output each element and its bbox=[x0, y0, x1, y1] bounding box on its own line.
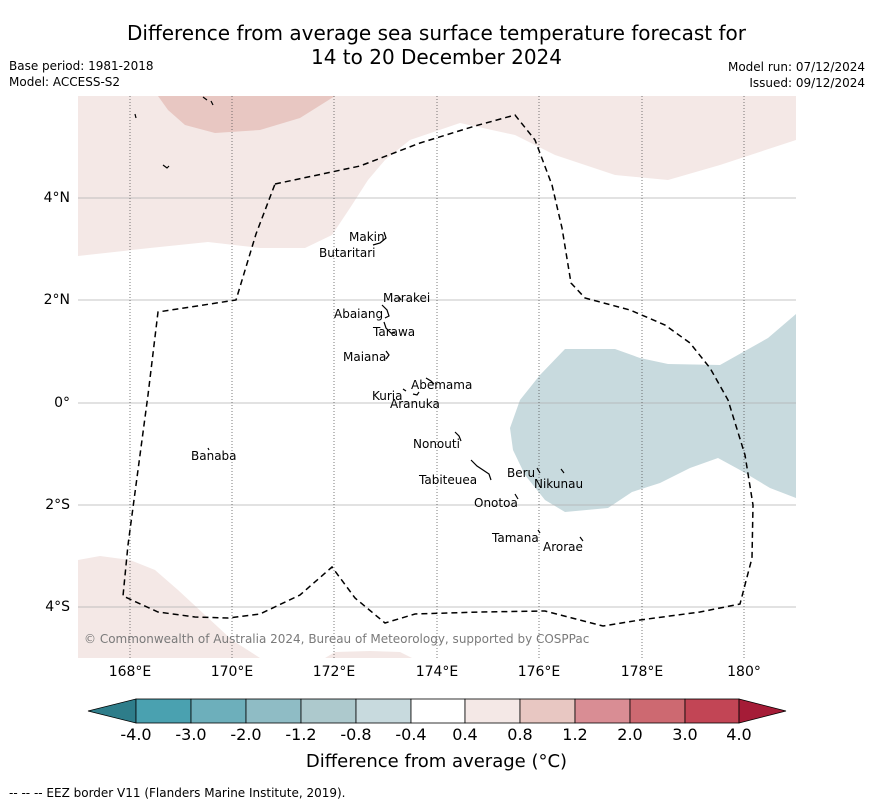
warm-anomaly-north-strong bbox=[158, 96, 335, 133]
meta-right: Model run: 07/12/2024 Issued: 09/12/2024 bbox=[728, 59, 865, 91]
lon-label-172e: 172°E bbox=[312, 664, 356, 680]
lat-label-4s: 4°S bbox=[45, 599, 70, 615]
base-period: Base period: 1981-2018 bbox=[9, 59, 154, 73]
island-label-kuria: Kuria bbox=[372, 389, 403, 403]
island-label-abaiang: Abaiang bbox=[334, 307, 383, 321]
island-label-arorae: Arorae bbox=[543, 540, 583, 554]
island-label-aranuka: Aranuka bbox=[390, 397, 440, 411]
model-name: Model: ACCESS-S2 bbox=[9, 75, 121, 89]
lon-label-180: 180° bbox=[727, 664, 761, 680]
island-label-banaba: Banaba bbox=[191, 449, 237, 463]
cool-anomaly-east bbox=[510, 314, 796, 512]
colorbar-tick-7: 0.4 bbox=[452, 725, 478, 744]
island-label-nonouti: Nonouti bbox=[413, 437, 460, 451]
colorbar-tick-3: -2.0 bbox=[230, 725, 262, 744]
colorbar-tick-2: -3.0 bbox=[175, 725, 207, 744]
warm-anomaly-south-2 bbox=[325, 651, 412, 658]
colorbar-swatch-7 bbox=[464, 698, 521, 724]
colorbar-swatch-8 bbox=[519, 698, 576, 724]
lon-label-170e: 170°E bbox=[210, 664, 254, 680]
colorbar-swatch-11 bbox=[684, 698, 740, 724]
colorbar-tick-5: -0.8 bbox=[340, 725, 372, 744]
meta-left: Base period: 1981-2018 Model: ACCESS-S2 bbox=[9, 58, 154, 90]
map-area: Makin Butaritari Marakei Abaiang Tarawa … bbox=[78, 96, 796, 658]
lat-label-4n: 4°N bbox=[43, 190, 70, 206]
island-label-tarawa: Tarawa bbox=[372, 325, 415, 339]
colorbar-tick-9: 1.2 bbox=[562, 725, 588, 744]
colorbar-label: Difference from average (°C) bbox=[305, 751, 568, 772]
colorbar-swatch-6 bbox=[410, 698, 466, 724]
island-label-marakei: Marakei bbox=[383, 291, 430, 305]
island-shapes bbox=[134, 96, 584, 542]
copyright-notice: © Commonwealth of Australia 2024, Bureau… bbox=[84, 632, 590, 646]
colorbar-swatch-4 bbox=[300, 698, 357, 724]
colorbar-tick-6: -0.4 bbox=[395, 725, 427, 744]
issued-date: Issued: 09/12/2024 bbox=[749, 76, 865, 90]
colorbar-swatch-1 bbox=[135, 698, 192, 724]
chart-title: Difference from average sea surface temp… bbox=[0, 21, 873, 69]
colorbar-swatch-3 bbox=[245, 698, 302, 724]
warm-anomaly-north bbox=[78, 96, 796, 256]
colorbar-tick-11: 3.0 bbox=[672, 725, 698, 744]
colorbar-tick-1: -4.0 bbox=[120, 725, 152, 744]
colorbar-tick-4: -1.2 bbox=[285, 725, 317, 744]
lon-label-178e: 178°E bbox=[620, 664, 664, 680]
colorbar-swatch-10 bbox=[629, 698, 686, 724]
lon-label-168e: 168°E bbox=[108, 664, 152, 680]
colorbar bbox=[87, 698, 787, 724]
island-label-butaritari: Butaritari bbox=[319, 246, 376, 260]
island-label-nikunau: Nikunau bbox=[534, 477, 583, 491]
lon-gridlines bbox=[129, 96, 745, 658]
title-line-2: 14 to 20 December 2024 bbox=[310, 45, 562, 69]
colorbar-tick-8: 0.8 bbox=[507, 725, 533, 744]
model-run: Model run: 07/12/2024 bbox=[727, 60, 865, 74]
colorbar-swatch-9 bbox=[574, 698, 631, 724]
eez-border bbox=[122, 114, 754, 627]
colorbar-swatch-2 bbox=[190, 698, 247, 724]
lat-label-2s: 2°S bbox=[45, 497, 70, 513]
island-label-tamana: Tamana bbox=[491, 531, 539, 545]
eez-footnote: -- -- -- EEZ border V11 (Flanders Marine… bbox=[9, 786, 346, 800]
colorbar-extend-high bbox=[738, 698, 787, 724]
colorbar-tick-10: 2.0 bbox=[617, 725, 643, 744]
island-label-abemama: Abemama bbox=[411, 378, 472, 392]
lon-label-174e: 174°E bbox=[415, 664, 459, 680]
lat-label-2n: 2°N bbox=[43, 292, 70, 308]
title-line-1: Difference from average sea surface temp… bbox=[126, 21, 746, 45]
lat-label-0: 0° bbox=[54, 395, 70, 411]
island-label-makin: Makin bbox=[349, 230, 385, 244]
colorbar-swatch-5 bbox=[355, 698, 412, 724]
lon-label-176e: 176°E bbox=[517, 664, 561, 680]
island-label-maiana: Maiana bbox=[343, 350, 386, 364]
island-label-tabiteuea: Tabiteuea bbox=[418, 473, 477, 487]
island-label-beru: Beru bbox=[507, 466, 535, 480]
colorbar-tick-12: 4.0 bbox=[726, 725, 752, 744]
colorbar-extend-low bbox=[87, 698, 137, 724]
island-label-onotoa: Onotoa bbox=[474, 496, 518, 510]
